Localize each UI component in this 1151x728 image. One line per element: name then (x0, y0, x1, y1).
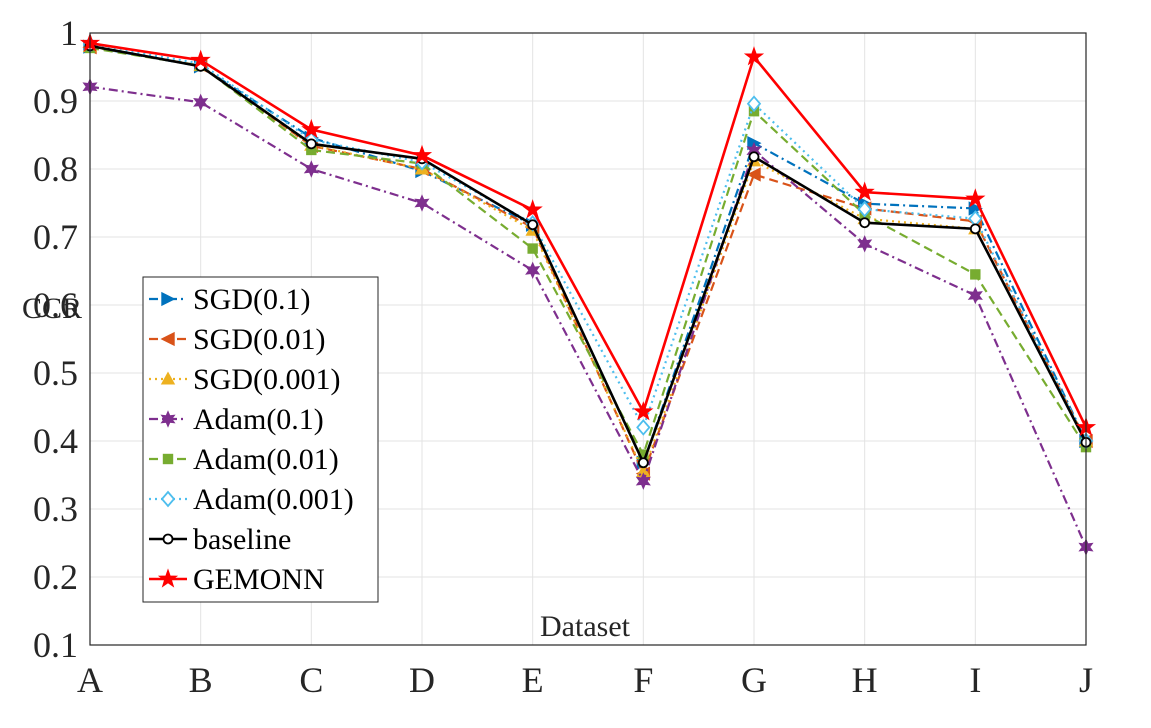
x-tick-label-0: A (77, 660, 103, 700)
x-tick-label-3: D (409, 660, 435, 700)
y-tick-label-1: 0.2 (33, 557, 78, 597)
data-point-gemonn-d (411, 144, 433, 165)
legend-label-adam-0-001: Adam(0.001) (193, 483, 354, 516)
legend-label-sgd-0-1: SGD(0.1) (193, 283, 311, 316)
legend-item-adam-0-001: Adam(0.001) (149, 483, 354, 516)
data-point-baseline-h (859, 217, 871, 229)
data-point-adam-0-1-i (967, 286, 983, 305)
data-point-gemonn-e (522, 199, 543, 219)
data-point-adam-0-001-g (746, 95, 762, 113)
x-axis-title: Dataset (540, 610, 631, 643)
data-point-gemonn-b (190, 49, 211, 69)
series-line-adam-0-1 (89, 85, 1088, 548)
legend: SGD(0.1) SGD(0.01) SGD(0.001) Adam(0.1) Adam… (142, 276, 379, 603)
legend-label-sgd-0-001: SGD(0.001) (193, 363, 341, 396)
legend-marker-baseline (162, 533, 174, 545)
series-line-adam-0-01 (89, 46, 1087, 458)
legend-item-sgd-0-01: SGD(0.01) (149, 323, 326, 356)
legend-item-gemonn: GEMONN (149, 563, 325, 596)
data-point-adam-0-1-c (303, 160, 319, 178)
legend-item-sgd-0-1: SGD(0.1) (149, 283, 311, 316)
plot-frame (89, 32, 1087, 646)
x-tick-labels: A B C D E F G H I J (77, 660, 1093, 700)
data-point-baseline-g (748, 151, 760, 163)
data-point-adam-0-001-h (857, 200, 872, 218)
legend-marker-gemonn (157, 568, 179, 588)
data-point-gemonn-c (301, 118, 322, 139)
series-layer (79, 32, 1097, 556)
legend-label-baseline: baseline (193, 523, 291, 556)
data-point-adam-0-1-e (525, 261, 541, 280)
y-tick-label-0: 0.1 (33, 625, 78, 665)
legend-item-adam-0-1: Adam(0.1) (149, 403, 324, 436)
legend-marker-adam-0-001 (160, 490, 176, 508)
y-tick-label-8: 0.9 (33, 81, 78, 121)
legend-item-adam-0-01: Adam(0.01) (149, 443, 339, 476)
x-tick-label-2: C (299, 660, 323, 700)
data-point-gemonn-i (965, 188, 986, 208)
legend-label-adam-0-1: Adam(0.1) (193, 403, 324, 436)
data-point-adam-0-001-f (636, 419, 651, 436)
series-line-baseline (89, 44, 1088, 467)
x-tick-label-1: B (189, 660, 213, 700)
data-point-baseline-f (637, 457, 649, 469)
legend-marker-sgd-0-1 (161, 291, 176, 307)
x-tick-label-5: F (633, 660, 653, 700)
y-tick-label-2: 0.3 (33, 489, 78, 529)
data-point-adam-0-1-f (635, 472, 651, 490)
data-point-baseline-c (305, 138, 317, 150)
legend-item-baseline: baseline (149, 523, 291, 556)
legend-marker-adam-0-1 (160, 410, 176, 428)
data-point-adam-0-01-i (970, 269, 981, 280)
y-tick-label-4: 0.5 (33, 353, 78, 393)
legend-marker-adam-0-01 (162, 453, 174, 465)
y-tick-labels: 0.1 0.2 0.3 0.4 0.5 0.6 0.7 0.8 0.9 1 (33, 13, 78, 665)
data-point-adam-0-1-d (414, 194, 430, 212)
x-tick-label-9: J (1079, 660, 1093, 700)
data-point-gemonn-f (633, 401, 654, 421)
y-tick-label-3: 0.4 (33, 421, 78, 461)
data-point-sgd-0-01-g (746, 167, 761, 182)
legend-label-gemonn: GEMONN (193, 563, 325, 596)
x-tick-label-8: I (969, 660, 981, 700)
data-point-adam-0-01-e (527, 243, 538, 254)
data-point-adam-0-1-b (193, 93, 209, 112)
data-point-gemonn-h (854, 181, 875, 201)
x-tick-label-6: G (741, 660, 767, 700)
y-tick-label-6: 0.7 (33, 217, 78, 257)
y-tick-label-7: 0.8 (33, 149, 78, 189)
data-point-adam-0-1-h (857, 235, 873, 253)
x-tick-label-7: H (852, 660, 878, 700)
legend-label-sgd-0-01: SGD(0.01) (193, 323, 326, 356)
data-point-gemonn-g (743, 46, 765, 66)
y-axis-title: CCR (22, 292, 82, 325)
legend-item-sgd-0-001: SGD(0.001) (149, 363, 341, 396)
legend-marker-sgd-0-001 (160, 371, 176, 385)
legend-box (142, 276, 379, 603)
x-tick-label-4: E (522, 660, 544, 700)
y-tick-label-5: 0.6 (33, 285, 78, 325)
series-line-gemonn (89, 41, 1088, 428)
data-point-baseline-e (527, 219, 539, 231)
legend-marker-sgd-0-01 (160, 331, 175, 347)
legend-label-adam-0-01: Adam(0.01) (193, 443, 339, 476)
y-tick-label-9: 1 (60, 13, 78, 53)
data-point-baseline-i (969, 223, 981, 235)
